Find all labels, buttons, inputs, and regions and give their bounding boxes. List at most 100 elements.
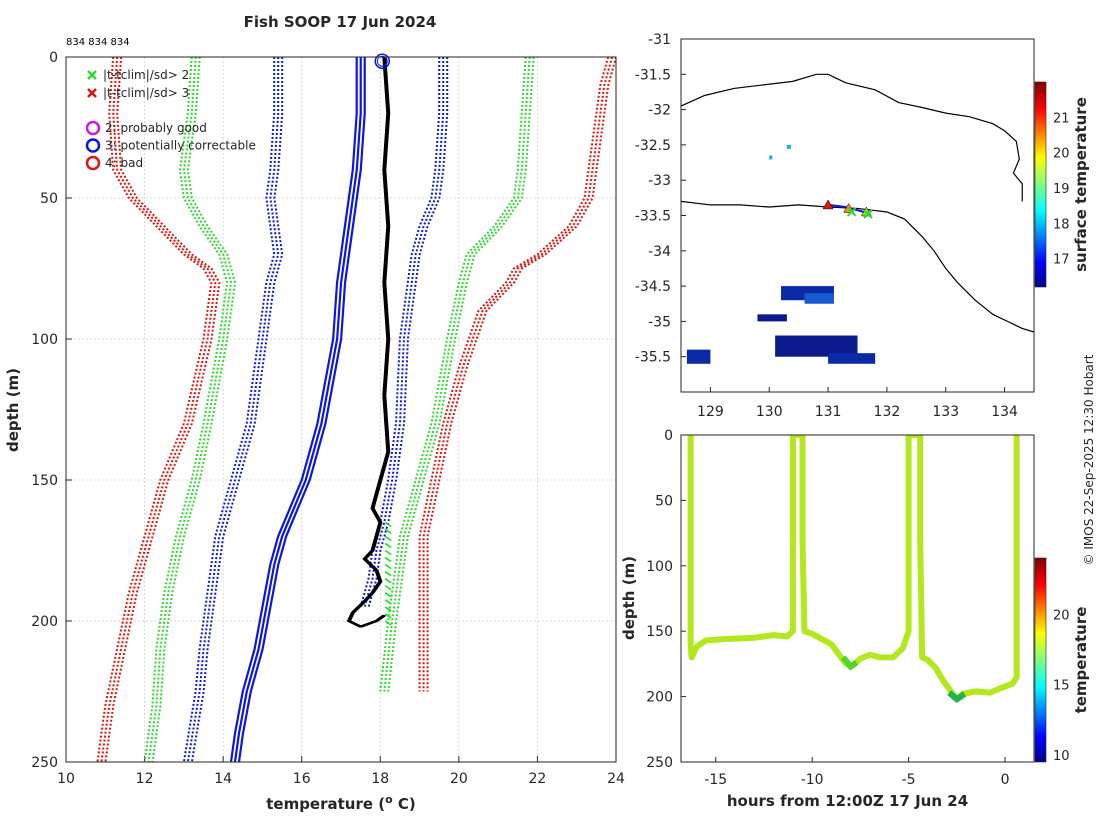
profile-series-line — [367, 57, 449, 608]
qc-flag-circle — [374, 53, 390, 69]
profile-series-line — [422, 57, 614, 692]
section-colorbar-tick-label: 15 — [1053, 679, 1070, 694]
section-panel: -15 -10 -5 0 0 50 100 150 200 250 hours from 12:00… — [620, 428, 1090, 810]
profile-series-line — [143, 57, 229, 762]
legend-circle-label: 3: potentially correctable — [105, 139, 256, 153]
qc-green-mark — [384, 563, 392, 570]
map-y-tick-label: -33.5 — [635, 209, 671, 225]
qc-green-mark — [384, 521, 392, 527]
section-y-tick-label: 0 — [664, 428, 673, 444]
map-y-tick-label: -34.5 — [635, 279, 671, 295]
sst-patch — [828, 353, 876, 364]
qc-green-mark — [384, 585, 392, 591]
legend-cross-label: |t-tclim|/sd> 3 — [103, 86, 189, 100]
map-y-tick-label: -31 — [648, 32, 671, 48]
map-y-tick-label: -31.5 — [635, 67, 671, 83]
map-triangle-marker — [822, 199, 834, 210]
profile-series-line — [186, 57, 280, 762]
map-y-tick-label: -34 — [648, 244, 671, 260]
qc-green-mark — [384, 535, 392, 542]
section-x-tick-label: -15 — [704, 772, 727, 788]
section-y-axis-label: depth (m) — [620, 556, 638, 640]
section-colorbar-tick-label: 20 — [1053, 608, 1070, 623]
section-y-tick-label: 50 — [655, 493, 673, 509]
map-colorbar-tick-label: 21 — [1053, 111, 1070, 126]
legend-circle-icon — [85, 138, 101, 153]
map-plot-area — [681, 39, 1034, 392]
map-y-tick-label: -33 — [648, 173, 671, 189]
qc-green-mark — [384, 578, 392, 584]
profile-x-tick-label: 14 — [214, 771, 232, 787]
legend-circle-label: 4: bad — [105, 156, 143, 170]
legend-cross-icon — [87, 70, 97, 80]
map-colorbar-tick-label: 20 — [1053, 147, 1070, 162]
section-x-tick-label: 0 — [1001, 772, 1010, 788]
profile-series-line — [104, 57, 221, 762]
profile-series-line — [190, 57, 284, 762]
section-colorbar-tick-label: 10 — [1053, 749, 1070, 764]
profile-series-line — [233, 57, 362, 762]
profile-y-tick-label: 0 — [49, 50, 58, 66]
map-y-tick-label: -32 — [648, 103, 671, 119]
map-colorbar-tick-label: 19 — [1053, 182, 1070, 197]
map-x-tick-label: 129 — [697, 404, 724, 420]
legend-cross-icon — [87, 88, 97, 98]
ship-track — [827, 203, 870, 215]
map-x-tick-label: 130 — [756, 404, 783, 420]
profile-series-line — [147, 57, 233, 762]
map-colorbar-tick-label: 17 — [1053, 253, 1070, 268]
qc-flag-circle-inner — [376, 55, 388, 67]
profile-y-axis-label: depth (m) — [4, 368, 22, 452]
sst-patch — [757, 314, 787, 322]
profile-series-group — [96, 57, 616, 762]
map-x-tick-label: 131 — [815, 404, 842, 420]
legend-circle-icon — [85, 155, 101, 171]
profile-y-tick-label: 100 — [31, 332, 58, 348]
legend-circle-label: 2: probably good — [105, 121, 207, 135]
section-inner — [687, 435, 1020, 703]
credit-text: © IMOS 22-Sep-2025 12:30 Hobart — [1082, 354, 1096, 565]
profile-series-line — [229, 57, 358, 762]
qc-green-mark — [384, 592, 392, 598]
profile-axes-box — [65, 56, 617, 763]
profile-series-line — [359, 57, 441, 608]
qc-green-mark — [384, 528, 392, 535]
qc-green-mark — [384, 549, 392, 556]
sst-patch — [686, 349, 711, 364]
section-axes-box — [680, 434, 1035, 763]
map-y-tick-label: -35 — [648, 314, 671, 330]
profile-x-tick-label: 12 — [136, 771, 154, 787]
map-inner — [681, 73, 1034, 364]
profile-y-tick-label: 200 — [31, 614, 58, 630]
map-y-tick-label: -32.5 — [635, 138, 671, 154]
section-plot-area — [681, 435, 1034, 762]
profile-x-axis-label: temperature (o C) — [266, 793, 416, 813]
sst-patch — [786, 144, 791, 149]
profile-series-line — [237, 57, 366, 762]
qc-green-mark — [384, 606, 392, 612]
section-y-tick-label: 250 — [646, 755, 673, 771]
profile-series-line — [100, 57, 217, 762]
section-x-tick-label: -5 — [902, 772, 916, 788]
profile-y-tick-label: 150 — [31, 473, 58, 489]
map-x-tick-label: 132 — [874, 404, 901, 420]
legend-circle-icon — [85, 120, 101, 136]
profile-x-tick-label: 20 — [450, 771, 468, 787]
section-track-cool — [947, 690, 967, 703]
profile-series-line — [363, 57, 445, 608]
shelf-contour — [681, 200, 1034, 333]
profile-series-line — [383, 57, 531, 692]
map-x-tick-label: 134 — [991, 404, 1018, 420]
section-x-tick-label: -10 — [801, 772, 824, 788]
profile-x-tick-label: 22 — [529, 771, 547, 787]
profile-x-tick-label: 16 — [293, 771, 311, 787]
qc-green-mark — [384, 542, 392, 549]
profile-series-line — [347, 57, 390, 628]
legend-cross-label: |t-tclim|/sd> 2 — [103, 68, 189, 82]
coastline — [681, 73, 1023, 202]
profile-panel: 10 12 14 16 18 20 22 24 0 50 100 150 200 250 temperatu… — [4, 50, 625, 813]
profile-series-line — [426, 57, 616, 692]
map-cross-marker — [863, 209, 873, 219]
map-panel: 129 130 131 132 133 134 -31 -31.5 -32 -32.5 -33 -33… — [635, 32, 1090, 420]
